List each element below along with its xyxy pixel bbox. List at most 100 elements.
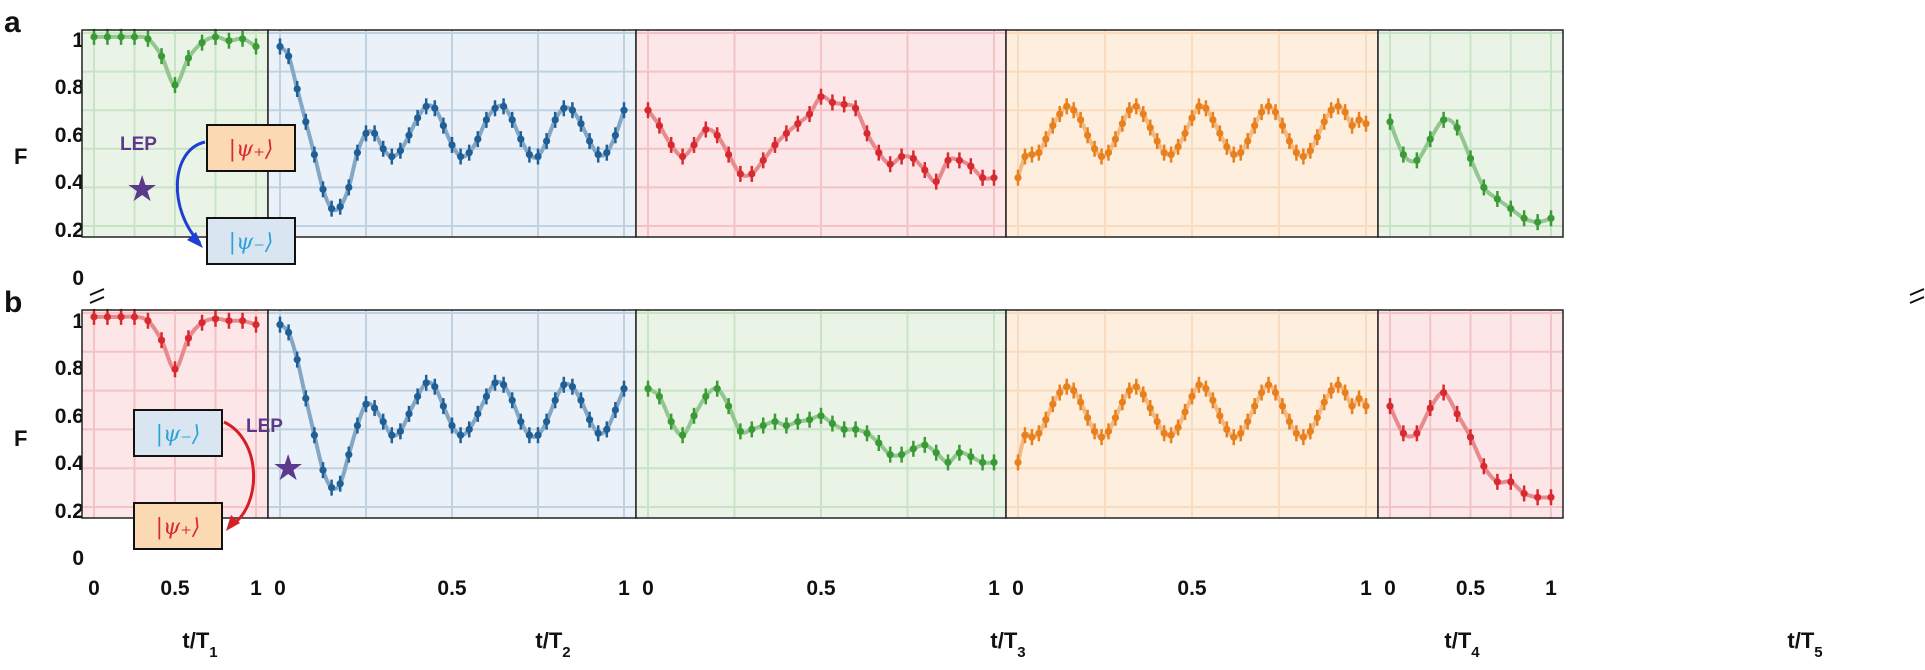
data-marker bbox=[1466, 154, 1475, 163]
data-point bbox=[725, 398, 733, 415]
data-marker bbox=[171, 365, 179, 373]
x-axis-label-2: t/T2 bbox=[535, 628, 570, 661]
data-point bbox=[1399, 146, 1407, 163]
x-tick-label: 0 bbox=[88, 577, 100, 600]
data-marker bbox=[396, 427, 404, 435]
data-point bbox=[828, 415, 837, 432]
data-point bbox=[1440, 384, 1448, 401]
data-marker bbox=[144, 35, 152, 43]
data-point bbox=[713, 127, 721, 144]
data-marker bbox=[1111, 135, 1120, 143]
data-point bbox=[644, 380, 652, 397]
data-marker bbox=[1520, 214, 1528, 222]
data-marker bbox=[568, 383, 577, 391]
data-point bbox=[103, 308, 112, 325]
star-icon: ★ bbox=[126, 168, 158, 209]
annotation-row-b: LEP ★ |ψ₋⟩ |ψ₊⟩ bbox=[133, 409, 304, 550]
data-point bbox=[1355, 111, 1363, 128]
data-point bbox=[1077, 111, 1085, 128]
data-marker bbox=[1139, 110, 1147, 118]
data-marker bbox=[1097, 152, 1106, 161]
data-marker bbox=[944, 156, 952, 164]
data-point bbox=[345, 179, 353, 196]
data-point bbox=[448, 136, 456, 153]
data-point bbox=[1520, 485, 1528, 502]
data-point bbox=[252, 316, 260, 333]
data-marker bbox=[1534, 218, 1542, 226]
data-point bbox=[1278, 117, 1287, 134]
data-point bbox=[852, 100, 860, 117]
data-point bbox=[568, 378, 577, 395]
data-marker bbox=[679, 152, 687, 161]
y-ticks-row-a: 0 0.2 0.4 0.6 0.8 1 bbox=[55, 29, 85, 290]
data-marker bbox=[439, 402, 447, 410]
data-point bbox=[371, 400, 379, 417]
data-marker bbox=[560, 381, 568, 389]
data-marker bbox=[568, 106, 577, 114]
data-marker bbox=[702, 125, 710, 134]
data-point bbox=[345, 446, 353, 463]
data-point bbox=[1035, 144, 1043, 161]
data-point bbox=[508, 392, 516, 409]
data-marker bbox=[534, 431, 542, 439]
data-marker bbox=[1334, 381, 1342, 389]
data-marker bbox=[422, 102, 430, 110]
axis-break-left bbox=[89, 288, 105, 304]
data-marker bbox=[667, 141, 675, 149]
data-marker bbox=[1299, 433, 1307, 441]
data-marker bbox=[362, 400, 370, 408]
data-point bbox=[396, 142, 404, 159]
data-point bbox=[285, 48, 293, 65]
data-marker bbox=[586, 416, 594, 424]
data-point bbox=[336, 475, 344, 492]
data-marker bbox=[1223, 143, 1231, 151]
data-marker bbox=[328, 205, 336, 213]
data-point bbox=[431, 100, 439, 117]
data-point bbox=[225, 32, 233, 49]
data-marker bbox=[293, 355, 301, 364]
data-point bbox=[238, 312, 247, 329]
data-point bbox=[1042, 411, 1050, 428]
data-marker bbox=[431, 383, 439, 391]
data-point bbox=[1014, 169, 1022, 186]
data-point bbox=[1244, 413, 1252, 430]
y-tick-label: 0.4 bbox=[55, 171, 85, 194]
data-point bbox=[898, 148, 906, 165]
data-marker bbox=[1440, 388, 1448, 397]
data-marker bbox=[414, 392, 422, 401]
data-marker bbox=[1426, 404, 1434, 412]
panel-label-b: b bbox=[4, 286, 22, 319]
data-marker bbox=[1216, 129, 1224, 137]
data-point bbox=[1077, 394, 1085, 411]
data-marker bbox=[978, 174, 987, 182]
data-point bbox=[817, 88, 825, 105]
data-point bbox=[414, 109, 422, 126]
data-point bbox=[1028, 146, 1036, 163]
data-marker bbox=[1299, 152, 1307, 161]
data-point bbox=[396, 423, 404, 440]
data-marker bbox=[967, 162, 975, 170]
data-marker bbox=[805, 416, 814, 424]
data-marker bbox=[828, 98, 837, 107]
data-point bbox=[1216, 125, 1224, 142]
data-point bbox=[840, 96, 848, 113]
data-point bbox=[1264, 376, 1273, 393]
data-marker bbox=[1077, 398, 1085, 406]
data-point bbox=[388, 427, 396, 444]
psi-plus-label: |ψ₊⟩ bbox=[229, 137, 274, 162]
data-marker bbox=[759, 156, 767, 164]
data-point bbox=[1223, 138, 1231, 155]
data-marker bbox=[1292, 429, 1300, 437]
data-point bbox=[157, 48, 166, 65]
data-point bbox=[328, 200, 336, 217]
data-point bbox=[353, 417, 361, 434]
data-marker bbox=[144, 317, 152, 325]
data-marker bbox=[1285, 137, 1294, 145]
data-marker bbox=[1320, 398, 1328, 406]
data-marker bbox=[1146, 123, 1154, 132]
data-point bbox=[285, 324, 293, 341]
data-point bbox=[644, 102, 652, 119]
data-point bbox=[1399, 425, 1407, 442]
data-point bbox=[1507, 473, 1515, 490]
data-marker bbox=[1292, 149, 1300, 157]
